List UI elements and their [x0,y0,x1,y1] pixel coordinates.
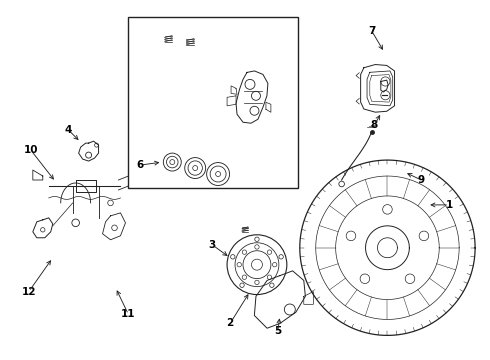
Text: 1: 1 [445,200,453,210]
Text: 11: 11 [121,310,136,319]
Text: 7: 7 [368,26,375,36]
Text: 8: 8 [371,120,378,130]
Text: 3: 3 [209,240,216,250]
Text: 2: 2 [226,319,234,328]
Text: 10: 10 [24,145,38,155]
Text: 5: 5 [274,327,281,336]
Bar [128,17,298,188]
Text: 4: 4 [65,125,73,135]
Text: 9: 9 [418,175,425,185]
Text: 12: 12 [22,287,36,297]
Text: 6: 6 [137,160,144,170]
